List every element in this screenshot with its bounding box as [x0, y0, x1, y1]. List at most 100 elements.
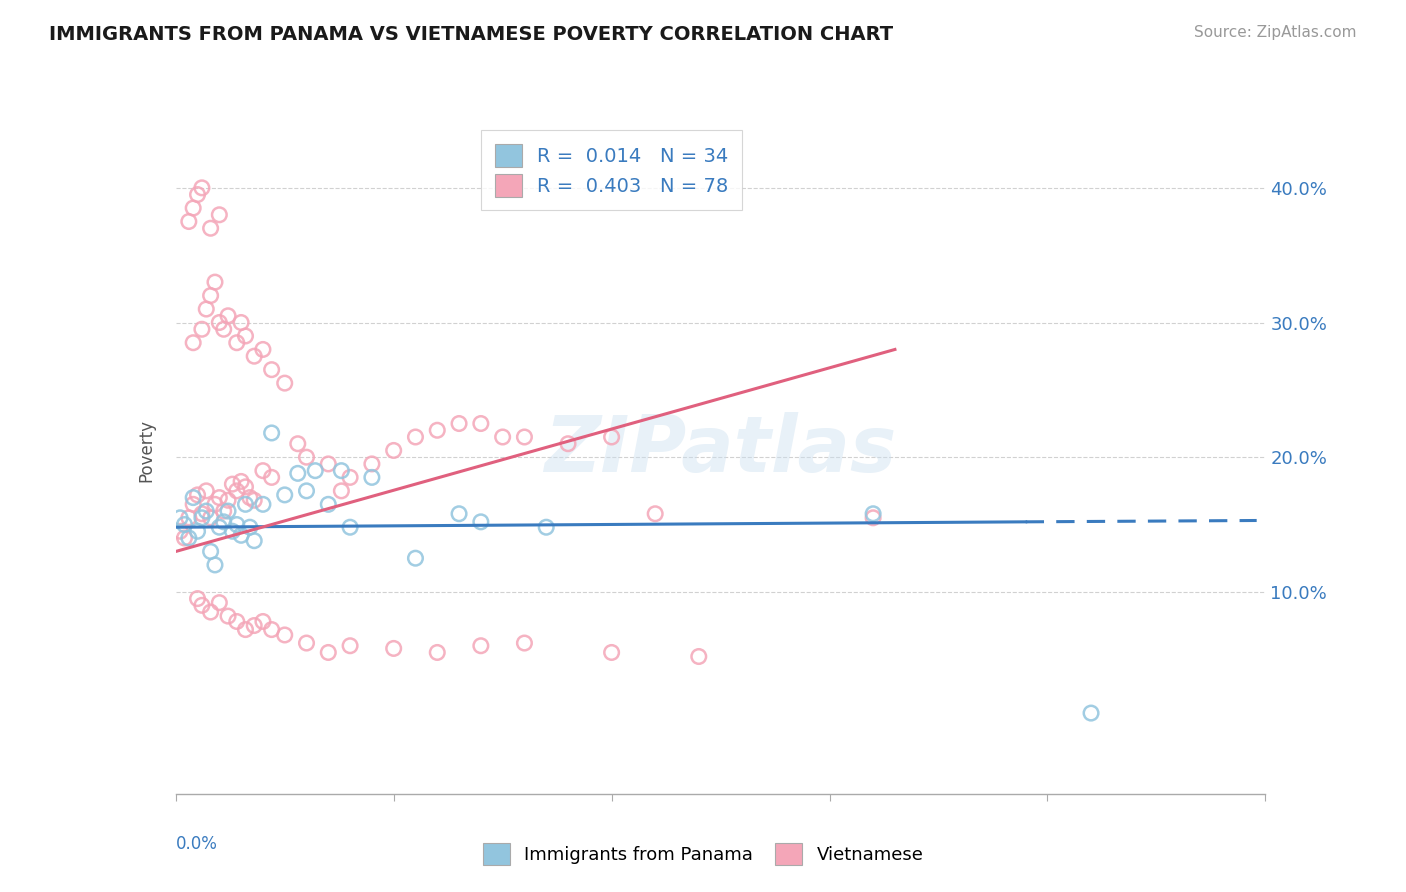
Point: [360, 470, 382, 484]
Point: [252, 497, 274, 511]
Point: [217, 309, 239, 323]
Point: [181, 491, 204, 505]
Point: [181, 497, 204, 511]
Point: [195, 301, 218, 316]
Point: [274, 488, 297, 502]
Point: [212, 504, 235, 518]
Point: [231, 528, 253, 542]
Point: [287, 467, 309, 481]
Point: [534, 520, 557, 534]
Point: [339, 639, 361, 653]
Point: [274, 376, 297, 391]
Point: [382, 641, 405, 656]
Legend: R =  0.014   N = 34, R =  0.403   N = 78: R = 0.014 N = 34, R = 0.403 N = 78: [481, 130, 742, 211]
Point: [287, 436, 309, 450]
Point: [862, 507, 884, 521]
Point: [200, 510, 222, 524]
Point: [318, 645, 340, 659]
Point: [208, 520, 231, 534]
Point: [382, 443, 405, 458]
Point: [243, 349, 266, 363]
Point: [557, 436, 579, 450]
Point: [1080, 706, 1102, 720]
Point: [600, 645, 623, 659]
Text: Source: ZipAtlas.com: Source: ZipAtlas.com: [1194, 25, 1357, 40]
Point: [225, 517, 247, 532]
Point: [169, 510, 191, 524]
Point: [186, 488, 209, 502]
Point: [330, 464, 353, 478]
Point: [173, 517, 195, 532]
Point: [186, 524, 209, 539]
Point: [204, 275, 226, 289]
Point: [169, 524, 191, 539]
Point: [208, 491, 231, 505]
Point: [200, 544, 222, 558]
Point: [252, 464, 274, 478]
Point: [318, 497, 340, 511]
Point: [177, 531, 200, 545]
Point: [243, 493, 266, 508]
Point: [225, 615, 247, 629]
Point: [173, 531, 195, 545]
Point: [260, 470, 283, 484]
Point: [360, 457, 382, 471]
Point: [217, 493, 239, 508]
Point: [470, 639, 492, 653]
Text: 0.0%: 0.0%: [176, 835, 218, 853]
Point: [304, 464, 326, 478]
Point: [243, 533, 266, 548]
Point: [195, 483, 218, 498]
Point: [252, 343, 274, 357]
Point: [447, 417, 470, 431]
Point: [177, 510, 200, 524]
Point: [225, 483, 247, 498]
Point: [513, 636, 536, 650]
Point: [513, 430, 536, 444]
Point: [405, 430, 427, 444]
Point: [426, 423, 449, 437]
Point: [339, 520, 361, 534]
Point: [208, 596, 231, 610]
Point: [339, 470, 361, 484]
Point: [186, 591, 209, 606]
Point: [252, 615, 274, 629]
Legend: Immigrants from Panama, Vietnamese: Immigrants from Panama, Vietnamese: [475, 836, 931, 872]
Point: [181, 201, 204, 215]
Point: [644, 507, 666, 521]
Point: [274, 628, 297, 642]
Point: [239, 491, 262, 505]
Point: [221, 524, 243, 539]
Point: [235, 623, 257, 637]
Point: [600, 430, 623, 444]
Point: [191, 181, 214, 195]
Point: [191, 510, 214, 524]
Point: [492, 430, 515, 444]
Text: IMMIGRANTS FROM PANAMA VS VIETNAMESE POVERTY CORRELATION CHART: IMMIGRANTS FROM PANAMA VS VIETNAMESE POV…: [49, 25, 893, 44]
Point: [204, 497, 226, 511]
Point: [195, 504, 218, 518]
Point: [426, 645, 449, 659]
Point: [862, 510, 884, 524]
Point: [217, 504, 239, 518]
Point: [191, 322, 214, 336]
Point: [330, 483, 353, 498]
Point: [260, 362, 283, 376]
Point: [231, 316, 253, 330]
Y-axis label: Poverty: Poverty: [136, 419, 155, 482]
Point: [200, 288, 222, 302]
Point: [235, 480, 257, 494]
Point: [186, 187, 209, 202]
Point: [191, 507, 214, 521]
Point: [208, 208, 231, 222]
Point: [200, 221, 222, 235]
Point: [200, 605, 222, 619]
Point: [231, 475, 253, 489]
Point: [447, 507, 470, 521]
Point: [470, 417, 492, 431]
Point: [318, 457, 340, 471]
Point: [688, 649, 710, 664]
Point: [217, 609, 239, 624]
Point: [235, 497, 257, 511]
Point: [295, 483, 318, 498]
